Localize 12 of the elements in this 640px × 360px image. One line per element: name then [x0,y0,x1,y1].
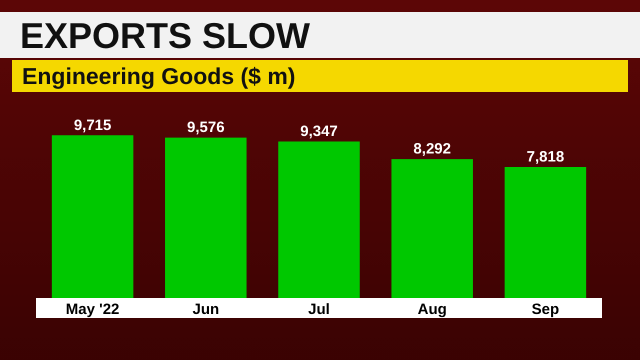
data-label: 9,347 [300,123,338,140]
x-tick-label: May '22 [66,301,120,318]
x-tick-label: Aug [418,301,447,318]
x-tick-label: Sep [532,301,560,318]
x-tick-label: Jul [308,301,330,318]
data-label: 9,576 [187,119,225,136]
x-tick-label: Jun [192,301,220,318]
data-label: 9,715 [74,116,112,134]
chart-subtitle: Engineering Goods ($ m) [22,63,296,90]
data-label: 7,818 [526,148,564,166]
chart-title: EXPORTS SLOW [20,15,310,57]
data-label: 8,292 [413,140,451,158]
